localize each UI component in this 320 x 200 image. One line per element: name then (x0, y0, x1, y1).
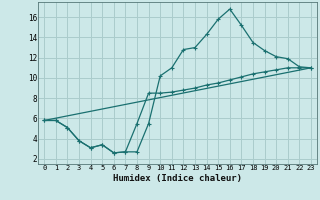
X-axis label: Humidex (Indice chaleur): Humidex (Indice chaleur) (113, 174, 242, 183)
